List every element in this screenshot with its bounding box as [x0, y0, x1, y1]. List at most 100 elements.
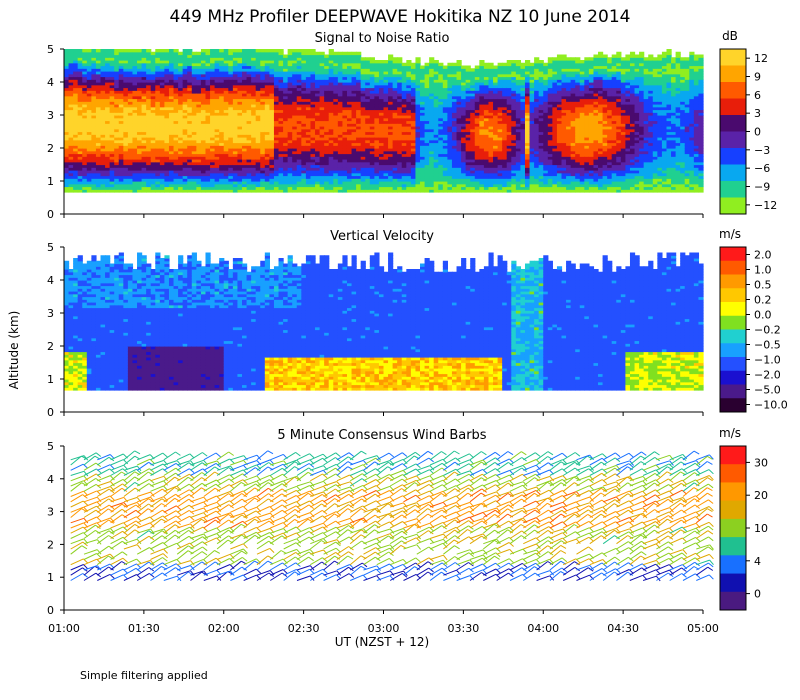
snr-cell: [283, 186, 289, 190]
snr-cell: [200, 142, 207, 146]
snr-cell: [168, 134, 175, 138]
snr-cell: [214, 54, 220, 58]
snr-cell: [100, 84, 106, 89]
snr-cell: [191, 112, 197, 116]
snr-cell: [182, 84, 188, 89]
snr-cell: [310, 186, 316, 190]
snr-cell: [246, 106, 252, 111]
snr-cell: [123, 170, 129, 174]
snr-cell: [401, 71, 407, 75]
snr-cell: [159, 87, 166, 91]
snr-cell: [365, 76, 371, 80]
snr-cell: [433, 156, 439, 160]
snr-cell: [264, 71, 270, 75]
snr-cell: [105, 106, 111, 111]
snr-cell: [205, 142, 211, 146]
snr-cell: [424, 128, 430, 133]
snr-cell: [442, 161, 448, 166]
snr-cell: [264, 170, 270, 174]
snr-cell: [114, 76, 120, 80]
snr-cell: [64, 175, 70, 179]
snr-cell: [109, 87, 115, 91]
snr-cell: [319, 126, 325, 130]
snr-cell: [191, 126, 197, 130]
snr-cell: [232, 161, 239, 166]
snr-cell: [114, 189, 120, 193]
snr-cell: [246, 120, 252, 124]
snr-cell: [474, 126, 480, 130]
snr-cell: [378, 131, 385, 135]
snr-cell: [397, 150, 403, 155]
snr-cell: [251, 109, 257, 113]
snr-cell: [114, 181, 120, 185]
snr-cell: [251, 150, 257, 155]
snr-cell: [305, 62, 312, 67]
snr-cell: [479, 68, 485, 72]
snr-cell: [164, 117, 170, 122]
snr-cell: [164, 178, 170, 182]
snr-cell: [242, 106, 248, 111]
snr-cell: [196, 57, 202, 61]
snr-cell: [337, 159, 344, 163]
snr-cell: [105, 134, 111, 138]
snr-cell: [474, 186, 480, 190]
snr-cell: [146, 51, 152, 56]
snr-cell: [442, 84, 448, 89]
snr-cell: [333, 175, 339, 179]
snr-cell: [242, 57, 248, 61]
snr-cell: [155, 172, 161, 177]
snr-cell: [483, 73, 490, 78]
snr-cell: [424, 161, 430, 166]
snr-cell: [438, 90, 444, 94]
snr-cell: [383, 189, 389, 193]
snr-cell: [132, 57, 138, 61]
snr-cell: [123, 189, 129, 193]
snr-cell: [164, 82, 170, 86]
snr-cell: [269, 120, 275, 124]
snr-cell: [196, 126, 202, 130]
snr-cell: [451, 84, 458, 89]
snr-cell: [324, 117, 330, 122]
snr-cell: [118, 76, 124, 80]
snr-cell: [214, 101, 220, 105]
snr-cell: [301, 109, 307, 113]
snr-cell: [137, 137, 143, 141]
snr-cell: [273, 186, 280, 190]
snr-cell: [132, 109, 138, 113]
snr-cell: [260, 164, 266, 168]
snr-cell: [223, 189, 229, 193]
snr-cell: [410, 134, 417, 138]
snr-cell: [415, 98, 421, 102]
snr-cell: [232, 76, 239, 80]
snr-cell: [264, 95, 270, 100]
snr-cell: [196, 156, 202, 160]
snr-cell: [196, 159, 202, 163]
snr-cell: [324, 164, 330, 168]
snr-cell: [196, 112, 202, 116]
snr-cell: [100, 131, 106, 135]
snr-cell: [397, 104, 403, 108]
snr-cell: [205, 153, 211, 157]
snr-cell: [502, 170, 508, 174]
snr-cell: [127, 117, 134, 122]
snr-cell: [493, 181, 499, 185]
snr-cell: [369, 148, 375, 152]
snr-cell: [415, 115, 421, 119]
snr-cell: [278, 112, 284, 116]
snr-cell: [483, 82, 490, 86]
snr-cell: [155, 175, 161, 179]
snr-cell: [324, 189, 330, 193]
snr-cell: [242, 54, 248, 58]
snr-cell: [415, 106, 421, 111]
snr-cell: [483, 95, 490, 100]
snr-cell: [424, 175, 430, 179]
snr-cell: [77, 167, 83, 171]
snr-cell: [278, 181, 284, 185]
snr-cell: [474, 104, 480, 108]
snr-cell: [223, 101, 229, 105]
snr-cell: [287, 120, 293, 124]
snr-cell: [383, 104, 389, 108]
snr-cell: [127, 95, 134, 100]
snr-cell: [397, 65, 403, 69]
snr-cell: [410, 128, 417, 133]
